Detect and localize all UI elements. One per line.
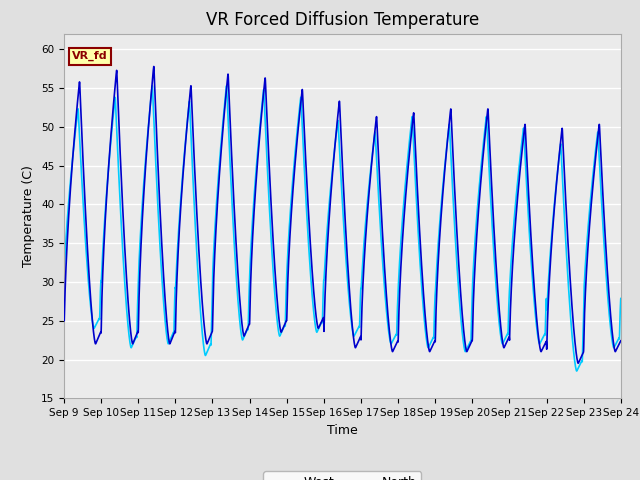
North: [499, 341, 506, 347]
West: [60, 316, 68, 322]
North: [173, 251, 181, 257]
North: [419, 305, 427, 311]
West: [574, 360, 582, 366]
Title: VR Forced Diffusion Temperature: VR Forced Diffusion Temperature: [206, 11, 479, 29]
X-axis label: Time: Time: [327, 424, 358, 437]
Y-axis label: Temperature (C): Temperature (C): [22, 165, 35, 267]
West: [499, 338, 506, 344]
Legend: West, North: West, North: [263, 471, 422, 480]
North: [615, 335, 623, 341]
North: [60, 288, 68, 294]
West: [179, 169, 187, 175]
North: [617, 296, 625, 301]
Line: North: North: [64, 86, 621, 371]
Text: VR_fd: VR_fd: [72, 51, 108, 61]
West: [419, 288, 427, 294]
North: [223, 83, 230, 89]
West: [617, 338, 625, 344]
West: [615, 341, 623, 347]
North: [179, 166, 187, 172]
West: [173, 267, 181, 273]
West: [269, 227, 276, 232]
Line: West: West: [64, 67, 621, 363]
West: [150, 64, 157, 70]
North: [269, 258, 276, 264]
North: [573, 368, 580, 374]
